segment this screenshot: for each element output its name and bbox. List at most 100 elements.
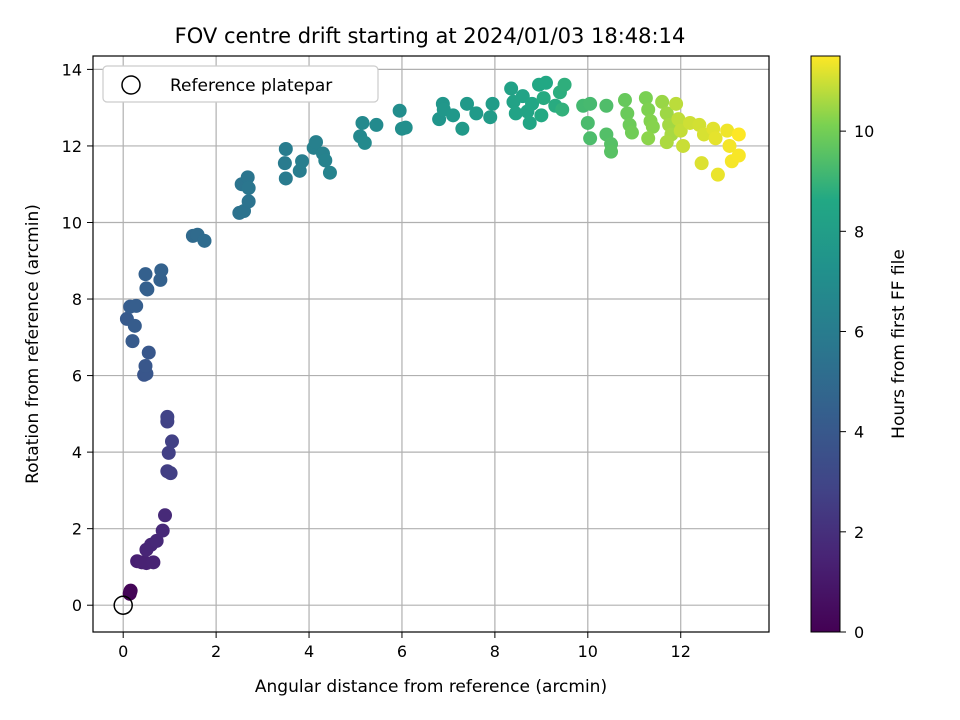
data-point [123,583,138,598]
data-point [617,93,632,108]
data-point [369,117,384,132]
data-point [525,96,540,111]
colorbar: 0 2 4 6 8 10 Hours from first FF file [810,55,909,642]
data-point [536,91,551,106]
legend-entry-reference: Reference platepar [170,76,332,96]
colorbar-gradient [810,55,841,633]
data-point [138,359,153,374]
data-point [731,127,746,142]
reference-point [113,595,133,615]
data-point [322,165,337,180]
legend: Reference platepar [102,65,379,103]
data-point [146,555,161,570]
y-axis: 0 2 4 6 8 10 12 14 [62,60,93,615]
data-point [197,233,212,248]
data-point [638,91,653,106]
data-point [583,96,598,111]
data-point [138,267,153,282]
data-point [140,282,155,297]
data-point [355,115,370,130]
plot-frame [92,55,770,633]
data-point [671,112,686,127]
colorbar-tick-label: 6 [854,322,864,341]
data-point [278,142,293,157]
data-point [163,466,178,481]
data-point [604,144,619,159]
data-point [318,153,333,168]
data-point [720,123,735,138]
data-point [161,445,176,460]
data-point [158,508,173,523]
data-point [722,138,737,153]
data-point [160,409,175,424]
colorbar-tick-label: 2 [854,523,864,542]
data-point [446,108,461,123]
data-point [673,123,688,138]
data-point [309,135,324,150]
legend-box [102,65,379,103]
y-tick-label: 2 [72,520,82,539]
y-tick-label: 12 [62,137,82,156]
data-point [659,106,674,121]
x-tick-label: 2 [211,642,221,661]
data-point [295,154,310,169]
data-point [620,106,635,121]
x-tick-label: 0 [118,642,128,661]
data-point [141,345,156,360]
x-axis: 0 2 4 6 8 10 12 [118,632,691,661]
data-point [580,115,595,130]
y-tick-label: 10 [62,213,82,232]
data-point [694,156,709,171]
data-point [129,298,144,313]
data-point [485,96,500,111]
data-point [515,89,530,104]
grid [93,56,769,632]
data-point [392,103,407,118]
x-tick-label: 4 [304,642,314,661]
data-point [534,108,549,123]
data-point [241,194,256,209]
data-point [710,167,725,182]
y-axis-label: Rotation from reference (arcmin) [23,204,43,484]
data-point [357,135,372,150]
data-point [555,102,570,117]
data-point [455,121,470,136]
data-point [483,110,498,125]
data-point [624,125,639,140]
data-point [469,106,484,121]
data-points [119,75,746,601]
data-point [641,102,656,117]
y-tick-label: 8 [72,290,82,309]
data-point [240,170,255,185]
data-point [127,318,142,333]
data-point [155,523,170,538]
colorbar-tick-label: 4 [854,423,864,442]
data-point [149,533,164,548]
x-tick-label: 8 [490,642,500,661]
colorbar-tick-label: 8 [854,222,864,241]
x-tick-label: 6 [397,642,407,661]
data-point [504,81,519,96]
data-point [676,138,691,153]
y-tick-label: 4 [72,443,82,462]
data-point [125,334,140,349]
data-point [241,181,256,196]
data-point [398,120,413,135]
data-point [731,148,746,163]
data-point [522,115,537,130]
colorbar-tick-label: 10 [854,122,874,141]
y-tick-label: 0 [72,596,82,615]
data-point [508,106,523,121]
colorbar-label: Hours from first FF file [889,249,909,439]
data-point [655,94,670,109]
data-point [641,131,656,146]
colorbar-ticks: 0 2 4 6 8 10 [840,122,874,642]
data-point [278,171,293,186]
colorbar-tick-label: 0 [854,623,864,642]
data-point [583,131,598,146]
y-tick-label: 14 [62,60,82,79]
legend-marker-reference [121,75,141,95]
data-point [645,119,660,134]
data-point [277,156,292,171]
